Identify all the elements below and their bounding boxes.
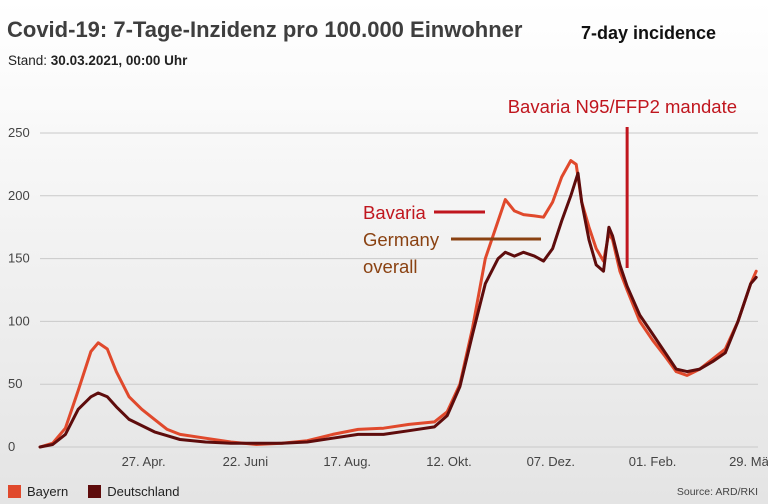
subtitle-date: 30.03.2021, 00:00 Uhr (50, 53, 188, 68)
subtitle-label: Stand: (8, 53, 48, 68)
legend-label-bayern: Bayern (27, 484, 69, 499)
x-tick-label-0: 27. Apr. (122, 454, 166, 469)
legend-item-bayern: Bayern (8, 484, 68, 499)
x-tick-label-6: 29. März (729, 454, 768, 469)
chart-title: Covid-19: 7-Tage-Inzidenz pro 100.000 Ei… (7, 17, 523, 42)
source-note: Source: ARD/RKI (676, 486, 758, 498)
series-line-bayern (38, 159, 758, 449)
x-tick-label-4: 07. Dez. (527, 454, 575, 469)
x-tick-label-3: 12. Okt. (426, 454, 472, 469)
english-title: 7-day incidence (581, 23, 717, 43)
legend-swatch-bayern (8, 485, 21, 498)
legend: Bayern Deutschland (8, 484, 199, 499)
legend-label-deutschland: Deutschland (107, 484, 180, 499)
bavaria-annotation-label: Bavaria (363, 202, 426, 223)
germany-annotation-label-line1: Germany (363, 229, 440, 250)
legend-item-deutschland: Deutschland (88, 484, 179, 499)
y-tick-label-0: 0 (8, 439, 15, 454)
x-tick-label-5: 01. Feb. (629, 454, 677, 469)
y-tick-label-250: 250 (8, 125, 30, 140)
chart-subtitle: Stand: 30.03.2021, 00:00 Uhr (8, 53, 187, 68)
y-tick-label-50: 50 (8, 376, 22, 391)
mandate-annotation-label: Bavaria N95/FFP2 mandate (508, 96, 737, 117)
y-tick-label-150: 150 (8, 251, 30, 266)
y-tick-label-100: 100 (8, 313, 30, 328)
x-tick-label-1: 22. Juni (223, 454, 269, 469)
y-tick-label-200: 200 (8, 188, 30, 203)
series-line-deutschland (38, 171, 758, 449)
x-tick-label-2: 17. Aug. (323, 454, 371, 469)
legend-swatch-deutschland (88, 485, 102, 498)
germany-annotation-label-line2: overall (363, 256, 418, 277)
